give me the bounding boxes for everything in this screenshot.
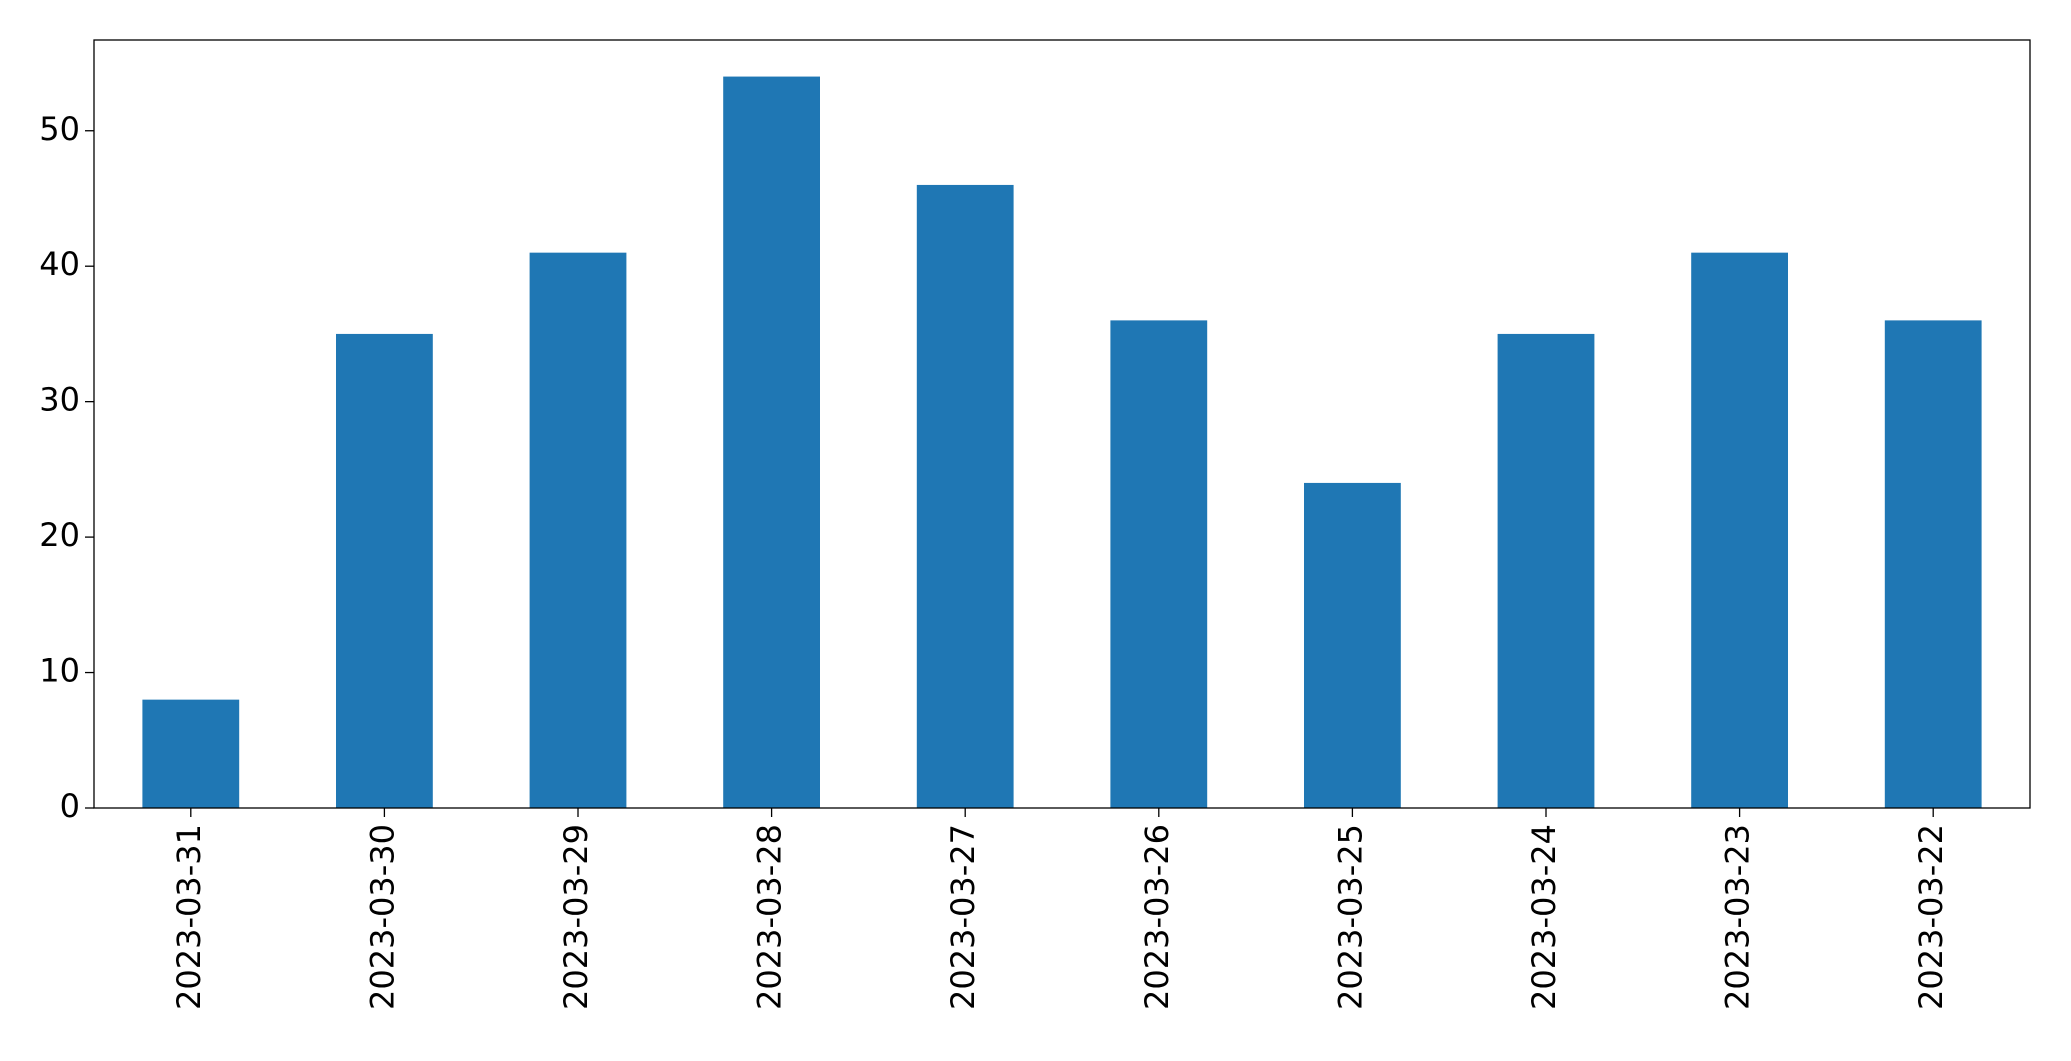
- y-tick-label: 50: [39, 110, 80, 148]
- y-tick-label: 10: [39, 652, 80, 690]
- bar: [142, 699, 240, 808]
- bar: [916, 184, 1014, 808]
- x-tick-label: 2023-03-22: [1912, 824, 1950, 1010]
- bar: [336, 333, 433, 808]
- x-tick-label: 2023-03-27: [944, 824, 982, 1010]
- plot-frame: [93, 39, 2031, 809]
- bar: [1110, 320, 1208, 808]
- y-tick-label: 0: [60, 787, 80, 825]
- x-tick-label: 2023-03-23: [1719, 824, 1757, 1010]
- x-tick-label: 2023-03-31: [170, 824, 208, 1010]
- bar: [1691, 252, 1788, 809]
- x-tick-label: 2023-03-26: [1138, 824, 1176, 1010]
- x-tick-label: 2023-03-30: [363, 824, 401, 1010]
- x-tick-label: 2023-03-28: [751, 824, 789, 1010]
- bar: [1497, 333, 1595, 808]
- x-tick-label: 2023-03-29: [557, 824, 595, 1010]
- x-tick-label: 2023-03-25: [1331, 824, 1369, 1010]
- bar: [1884, 320, 1982, 808]
- y-tick-label: 40: [39, 245, 80, 283]
- bar: [723, 76, 820, 809]
- bar: [529, 252, 627, 809]
- y-tick-label: 30: [39, 381, 80, 419]
- x-tick-label: 2023-03-24: [1525, 824, 1563, 1010]
- y-tick-label: 20: [39, 516, 80, 554]
- bar: [1304, 482, 1401, 808]
